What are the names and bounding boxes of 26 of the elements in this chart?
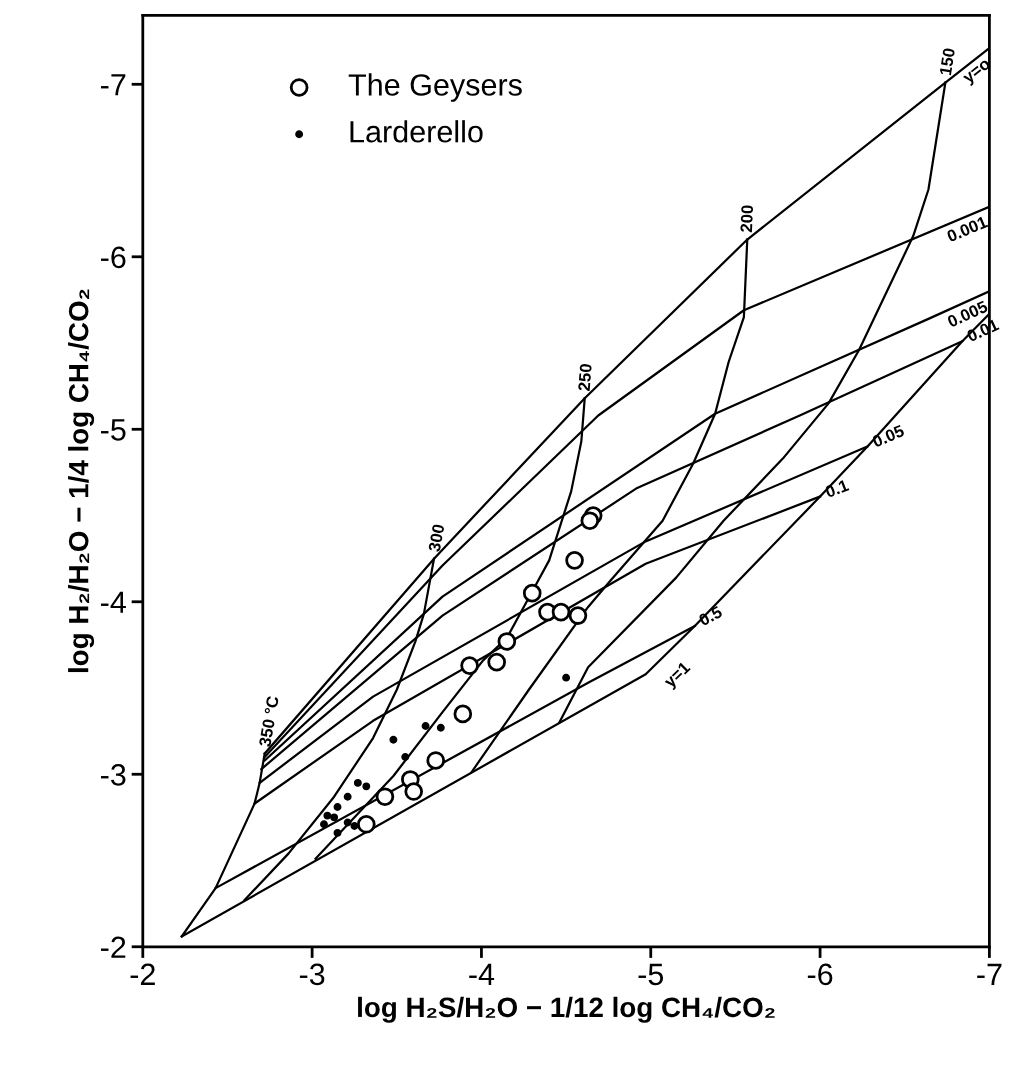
x-tick-label: -4 [469, 963, 495, 985]
text: 350 °C [258, 695, 279, 748]
text: 150 [939, 47, 956, 76]
y-tick-label: -5 [101, 419, 126, 441]
text: 300 [428, 523, 445, 553]
x-tick-label: -6 [807, 963, 833, 986]
y-tick-label: -3 [101, 764, 126, 786]
y-tick-label: -2 [101, 936, 126, 958]
y-axis-title: log H₂/H₂O − 1/4 log CH₄/CO₂ [68, 289, 95, 673]
text: 0.001 [946, 215, 989, 243]
annotation: y=1 [662, 660, 694, 691]
text: y=o [962, 59, 993, 87]
text: 200 [740, 205, 754, 233]
legend-label: Larderello [350, 120, 483, 143]
x-tick-label: -5 [638, 963, 664, 986]
y-tick-label: -7 [101, 74, 126, 96]
legend-label: The Geysers [348, 73, 522, 102]
x-tick-label: -3 [299, 963, 325, 986]
text: 0.05 [871, 424, 906, 448]
text: 250 [578, 363, 592, 392]
y-tick-label: -4 [101, 591, 126, 613]
y-tick-label: -6 [101, 246, 126, 269]
x-axis-title: log H₂S/H₂O − 1/12 log CH₄/CO₂ [358, 996, 775, 1023]
x-tick-label: -2 [130, 963, 155, 985]
x-tick-label: -7 [977, 963, 1002, 985]
text: 0.5 [698, 605, 724, 627]
